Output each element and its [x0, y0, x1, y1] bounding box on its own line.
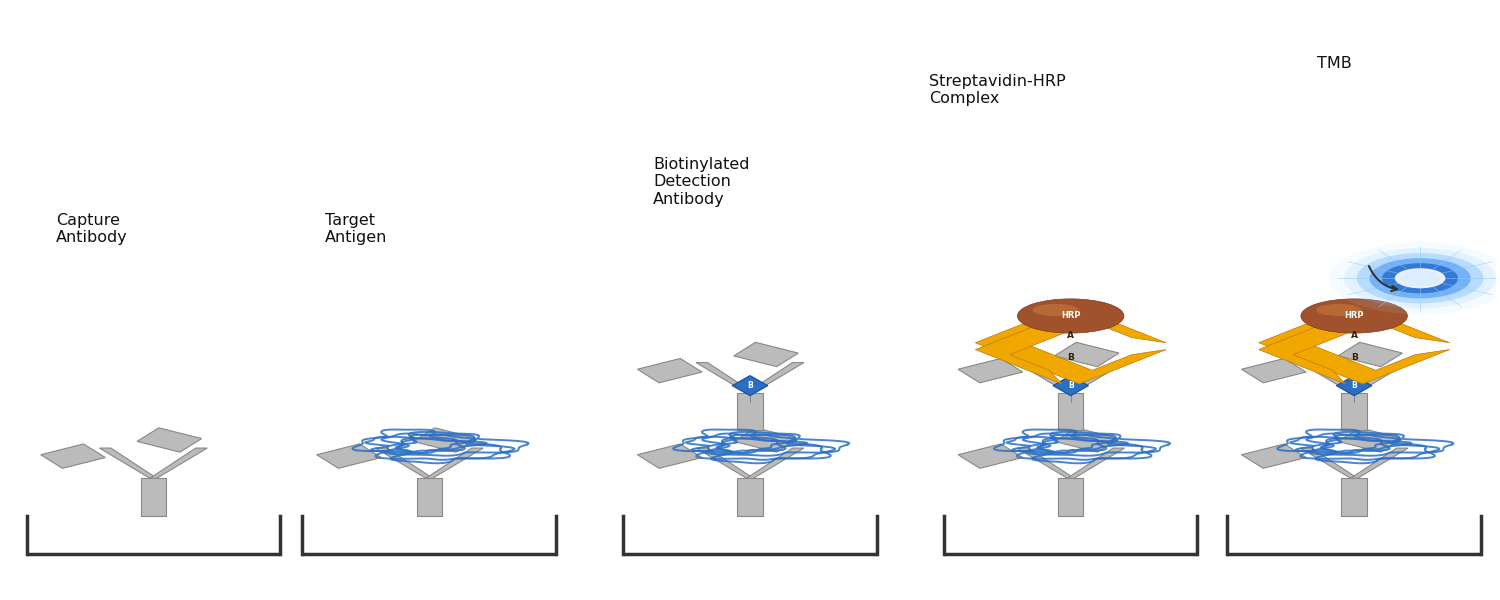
- Polygon shape: [1242, 358, 1306, 383]
- Text: HRP: HRP: [1060, 311, 1080, 320]
- Text: A: A: [1350, 331, 1358, 340]
- Polygon shape: [375, 448, 432, 478]
- Circle shape: [1370, 258, 1472, 298]
- Polygon shape: [738, 478, 762, 516]
- Text: B: B: [1350, 353, 1358, 362]
- Polygon shape: [1300, 362, 1358, 393]
- Polygon shape: [747, 448, 804, 478]
- Polygon shape: [734, 343, 798, 367]
- Polygon shape: [1053, 376, 1089, 396]
- Polygon shape: [1336, 376, 1372, 396]
- Text: HRP: HRP: [1344, 311, 1364, 320]
- Polygon shape: [734, 428, 798, 452]
- Ellipse shape: [1017, 299, 1124, 333]
- Polygon shape: [316, 444, 381, 469]
- Polygon shape: [136, 428, 201, 452]
- Ellipse shape: [1316, 304, 1362, 316]
- Polygon shape: [40, 444, 105, 469]
- Polygon shape: [975, 308, 1166, 384]
- Polygon shape: [638, 358, 702, 383]
- Polygon shape: [1017, 362, 1074, 393]
- Text: Target
Antigen: Target Antigen: [326, 213, 387, 245]
- Polygon shape: [426, 448, 483, 478]
- Polygon shape: [958, 444, 1023, 469]
- Circle shape: [1400, 270, 1440, 286]
- Polygon shape: [413, 428, 477, 452]
- Polygon shape: [638, 444, 702, 469]
- Polygon shape: [1242, 444, 1306, 469]
- Polygon shape: [1338, 343, 1402, 367]
- Polygon shape: [1338, 428, 1402, 452]
- Circle shape: [1329, 242, 1500, 314]
- Polygon shape: [1054, 428, 1119, 452]
- Polygon shape: [1017, 448, 1074, 478]
- Text: Capture
Antibody: Capture Antibody: [57, 213, 128, 245]
- Polygon shape: [99, 448, 158, 478]
- Text: Streptavidin-HRP
Complex: Streptavidin-HRP Complex: [928, 74, 1065, 106]
- Circle shape: [1344, 248, 1496, 308]
- Polygon shape: [1058, 393, 1083, 430]
- Polygon shape: [1068, 362, 1125, 393]
- Polygon shape: [958, 358, 1023, 383]
- Polygon shape: [732, 376, 768, 396]
- Polygon shape: [417, 478, 442, 516]
- Ellipse shape: [1300, 299, 1407, 333]
- Polygon shape: [1300, 448, 1358, 478]
- Polygon shape: [1068, 448, 1125, 478]
- Text: A: A: [1066, 331, 1074, 340]
- Circle shape: [1395, 268, 1446, 289]
- Circle shape: [1356, 253, 1484, 304]
- Polygon shape: [1054, 343, 1119, 367]
- Polygon shape: [738, 393, 762, 430]
- Polygon shape: [1341, 393, 1366, 430]
- Polygon shape: [1258, 308, 1449, 384]
- Text: B: B: [1352, 381, 1358, 390]
- Text: B: B: [1068, 381, 1074, 390]
- Polygon shape: [696, 362, 753, 393]
- Polygon shape: [696, 448, 753, 478]
- Polygon shape: [747, 362, 804, 393]
- Polygon shape: [1350, 448, 1408, 478]
- Polygon shape: [975, 308, 1166, 384]
- Polygon shape: [1341, 478, 1366, 516]
- Text: B: B: [747, 381, 753, 390]
- Ellipse shape: [1032, 304, 1078, 316]
- Circle shape: [1382, 263, 1458, 293]
- Polygon shape: [141, 478, 166, 516]
- Text: Biotinylated
Detection
Antibody: Biotinylated Detection Antibody: [652, 157, 750, 206]
- Polygon shape: [150, 448, 207, 478]
- Polygon shape: [1350, 362, 1408, 393]
- Text: TMB: TMB: [1317, 56, 1352, 71]
- Polygon shape: [1258, 308, 1449, 384]
- Text: B: B: [1068, 353, 1074, 362]
- Polygon shape: [1058, 478, 1083, 516]
